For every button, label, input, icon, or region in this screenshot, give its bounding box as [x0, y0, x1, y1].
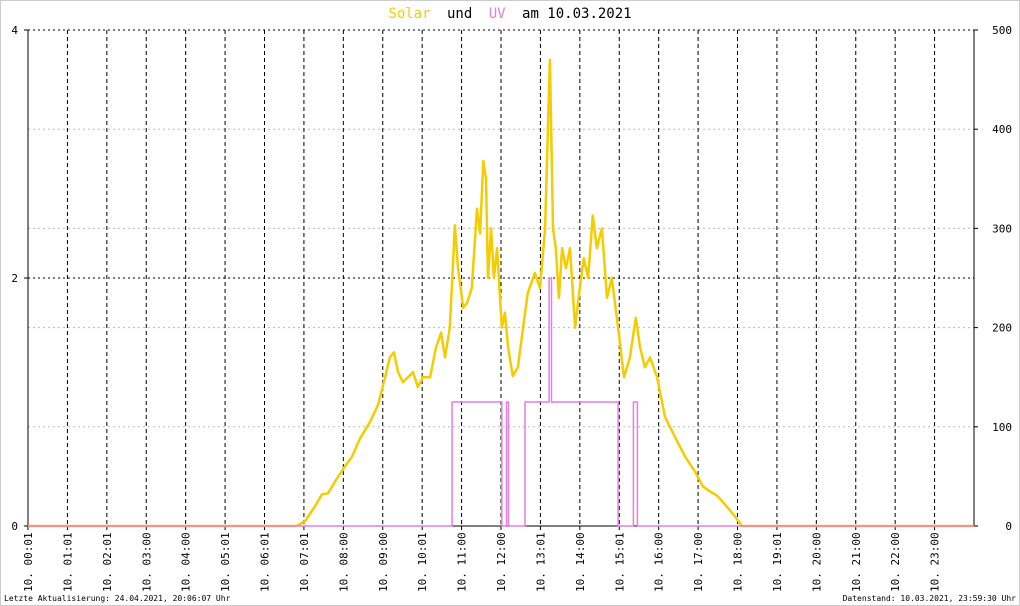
x-tick-label: 10. 17:00	[692, 532, 705, 592]
x-tick-label: 10. 12:00	[495, 532, 508, 592]
x-tick-label: 10. 09:00	[377, 532, 390, 592]
series-line	[28, 58, 974, 528]
x-tick-label: 10. 11:00	[456, 532, 469, 592]
x-tick-label: 10. 16:00	[653, 532, 666, 592]
x-tick-label: 10. 13:01	[534, 532, 547, 592]
x-tick-label: 10. 14:00	[574, 532, 587, 592]
x-tick-label: 10. 15:01	[613, 532, 626, 592]
x-tick-label: 10. 23:00	[929, 532, 942, 592]
y-tick-label: 2	[11, 272, 18, 285]
x-tick-label: 10. 04:00	[180, 532, 193, 592]
y2-tick-label: 200	[992, 322, 1012, 335]
y-tick-label: 0	[11, 520, 18, 533]
x-tick-label: 10. 07:01	[298, 532, 311, 592]
title-solar: Solar	[388, 6, 430, 22]
y2-tick-label: 400	[992, 123, 1012, 136]
x-tick-label: 10. 00:01	[22, 532, 35, 592]
x-tick-label: 10. 21:00	[850, 532, 863, 592]
x-tick-label: 10. 20:00	[810, 532, 823, 592]
footer-left: Letzte Aktualisierung: 24.04.2021, 20:06…	[4, 594, 231, 603]
x-tick-label: 10. 02:01	[101, 532, 114, 592]
title-uv: UV	[489, 6, 506, 22]
y2-tick-label: 500	[992, 24, 1012, 37]
series-line	[28, 277, 974, 527]
x-tick-label: 10. 01:01	[61, 532, 74, 592]
x-tick-label: 10. 10:01	[416, 532, 429, 592]
y2-tick-label: 0	[1005, 520, 1012, 533]
y-tick-label: 4	[11, 24, 18, 37]
y2-tick-label: 300	[992, 222, 1012, 235]
chart-title: Solar und UV am 10.03.2021	[388, 6, 631, 22]
y2-tick-label: 100	[992, 421, 1012, 434]
footer-right: Datenstand: 10.03.2021, 23:59:30 Uhr	[843, 594, 1017, 603]
title-und: und	[447, 6, 472, 22]
x-tick-label: 10. 06:01	[259, 532, 272, 592]
x-tick-label: 10. 22:00	[889, 532, 902, 592]
x-tick-label: 10. 03:00	[140, 532, 153, 592]
x-tick-label: 10. 19:01	[771, 532, 784, 592]
x-tick-label: 10. 08:00	[337, 532, 350, 592]
title-date: am 10.03.2021	[522, 6, 632, 22]
x-tick-label: 10. 18:00	[732, 532, 745, 592]
x-tick-label: 10. 05:01	[219, 532, 232, 592]
